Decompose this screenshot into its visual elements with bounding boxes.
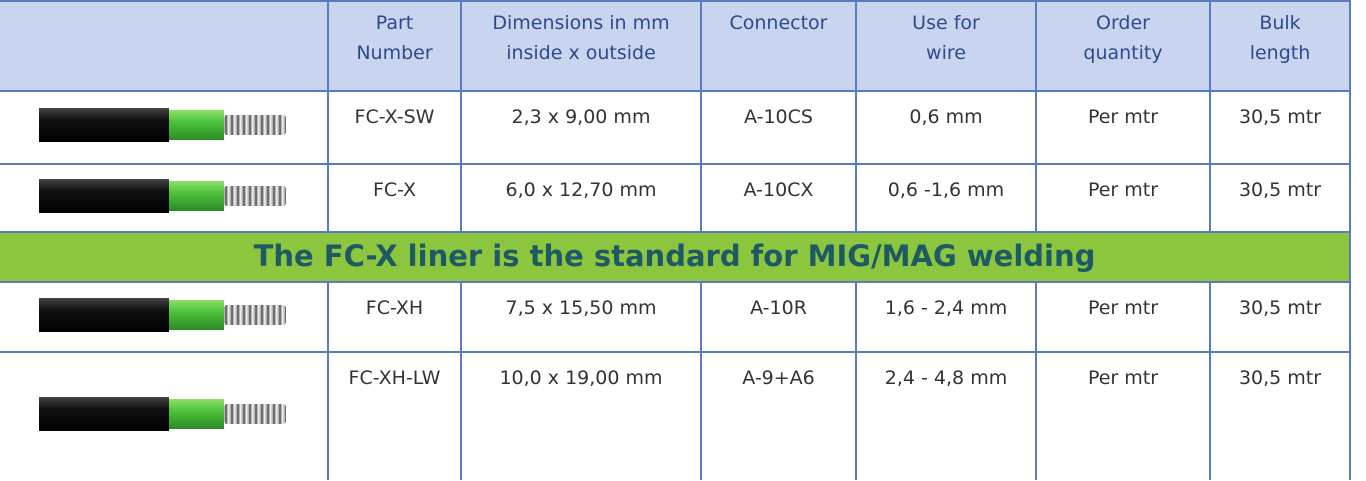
cell: Per mtr [1036,91,1210,164]
page: PartNumberDimensions in mminside x outsi… [0,0,1366,481]
cell: 0,6 mm [856,91,1036,164]
cell: 6,0 x 12,70 mm [461,164,701,232]
cell-text: 2,4 - 4,8 mm [885,367,1007,389]
cell: FC-XH-LW [328,352,461,480]
header-line: Order [1037,8,1209,38]
cell: A-10CS [701,91,856,164]
cell: A-10CX [701,164,856,232]
cable-image [39,179,289,213]
cell-text: 1,6 - 2,4 mm [885,297,1007,319]
header-line: Dimensions in mm [462,8,700,38]
cell: 30,5 mtr [1210,282,1350,352]
cell-text: 2,3 x 9,00 mm [512,106,651,128]
header-line: wire [857,38,1035,68]
cell-text: Per mtr [1088,367,1158,389]
header-line: quantity [1037,38,1209,68]
image-cell [0,352,328,480]
cell: 30,5 mtr [1210,164,1350,232]
cell-text: A-10CX [744,179,814,201]
header-line: Use for [857,8,1035,38]
cell-text: Per mtr [1088,179,1158,201]
banner-text: The FC-X liner is the standard for MIG/M… [0,232,1350,282]
header-line: Number [329,38,460,68]
product-row: FC-X 6,0 x 12,70 mm A-10CX 0,6 -1,6 mm Per m… [0,164,1350,232]
cell: FC-X [328,164,461,232]
cell: 10,0 x 19,00 mm [461,352,701,480]
header-line: Connector [702,8,855,38]
image-cell [0,164,328,232]
cell-text: A-10CS [744,106,813,128]
cell-text: 10,0 x 19,00 mm [499,367,662,389]
cell-text: 30,5 mtr [1239,297,1321,319]
cell: 30,5 mtr [1210,91,1350,164]
header-line: Bulk [1211,8,1349,38]
cell-text: 0,6 -1,6 mm [888,179,1004,201]
cell: 30,5 mtr [1210,352,1350,480]
cell-text: 30,5 mtr [1239,179,1321,201]
header-line: inside x outside [462,38,700,68]
part-number: FC-XH-LW [349,367,441,389]
cell: 7,5 x 15,50 mm [461,282,701,352]
cell-text: Per mtr [1088,297,1158,319]
image-cell [0,282,328,352]
liner-table: PartNumberDimensions in mminside x outsi… [0,0,1351,480]
cell-text: 30,5 mtr [1239,367,1321,389]
cell: 0,6 -1,6 mm [856,164,1036,232]
cell: FC-X-SW [328,91,461,164]
product-row: FC-XH-LW 10,0 x 19,00 mm A-9+A6 2,4 - 4,8 m… [0,352,1350,480]
header-line: length [1211,38,1349,68]
cell: 1,6 - 2,4 mm [856,282,1036,352]
header-cell [0,1,328,91]
cell: Per mtr [1036,164,1210,232]
cell-text: 30,5 mtr [1239,106,1321,128]
cell-text: A-9+A6 [742,367,815,389]
product-row: FC-XH 7,5 x 15,50 mm A-10R 1,6 - 2,4 mm Per … [0,282,1350,352]
table-body: FC-X-SW 2,3 x 9,00 mm A-10CS 0,6 mm Per mtr 3… [0,91,1350,480]
cell-text: Per mtr [1088,106,1158,128]
cell: 2,3 x 9,00 mm [461,91,701,164]
cable-image [39,298,289,332]
header-cell: Connector [701,1,856,91]
image-cell [0,91,328,164]
part-number: FC-X [373,179,416,201]
cell-text: 7,5 x 15,50 mm [506,297,657,319]
cell: Per mtr [1036,352,1210,480]
cell-text: 6,0 x 12,70 mm [506,179,657,201]
cable-image [39,108,289,142]
cell: A-9+A6 [701,352,856,480]
cell: FC-XH [328,282,461,352]
cell-text: A-10R [750,297,807,319]
header-line: Part [329,8,460,38]
cell: A-10R [701,282,856,352]
part-number: FC-XH [366,297,423,319]
cable-image [39,397,289,431]
cell-text: 0,6 mm [909,106,982,128]
banner-row: The FC-X liner is the standard for MIG/M… [0,232,1350,282]
part-number: FC-X-SW [355,106,435,128]
cell: 2,4 - 4,8 mm [856,352,1036,480]
product-row: FC-X-SW 2,3 x 9,00 mm A-10CS 0,6 mm Per mtr 3… [0,91,1350,164]
cell: Per mtr [1036,282,1210,352]
